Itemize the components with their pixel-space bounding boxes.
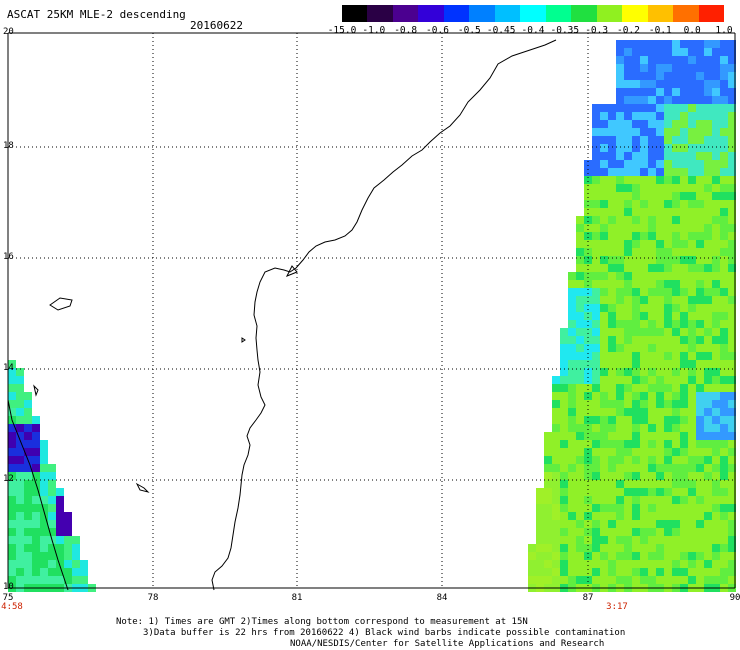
colorbar-tick-label: -0.6 [426,25,449,36]
colorbar-swatch [494,5,521,22]
colorbar-tick-label: -15.0 [327,25,357,36]
lat-tick-label: 18 [3,141,14,151]
island-sri-lanka-west [7,399,69,591]
note-line-2: 3)Data buffer is 22 hrs from 20160622 4)… [143,628,626,638]
colorbar-swatch [545,5,572,22]
colorbar-tick-label: -1.0 [362,25,386,36]
colorbar-swatch [520,5,546,22]
lat-tick-label: 16 [3,252,14,262]
colorbar-swatch [571,5,597,22]
note-line-1: Note: 1) Times are GMT 2)Times along bot… [116,617,528,627]
coastline-shoal [285,265,298,277]
colorbar-tick-label: 0.0 [683,25,701,36]
colorbar-tick-label: -0.1 [648,25,672,36]
lon-tick-label: 78 [147,593,159,603]
colorbar-swatch [469,5,495,22]
colorbar-swatch [418,5,444,22]
lat-tick-label: 14 [3,363,14,373]
lat-tick-label: 12 [3,474,14,484]
colorbar-swatch [622,5,648,22]
lon-tick-label: 87 [582,593,594,603]
island-small-4 [241,337,246,343]
colorbar-labels: -15.0 -1.0 -0.8 -0.6 -0.5 -0.45 -0.4 -0.35 -0.3-… [328,25,734,37]
scatterometer-swaths [8,40,736,592]
colorbar-swatch [443,5,470,22]
pass-time-right: 3:17 [606,602,628,612]
colorbar-tick-label: -0.45 [486,25,516,36]
island-small-3 [135,482,150,493]
colorbar-tick-label: -0.3 [585,25,609,36]
lon-tick-label: 75 [2,593,14,603]
colorbar-tick-label: -0.8 [394,25,418,36]
colorbar-tick-label: -0.35 [550,25,580,36]
colorbar-swatch [647,5,674,22]
island-small-1 [49,297,73,311]
colorbar-swatch [698,5,725,22]
island-small-2 [33,384,39,397]
colorbar [342,5,725,22]
note-line-3: NOAA/NESDIS/Center for Satellite Applica… [290,639,605,649]
pass-time-left: 4:58 [1,602,23,612]
colorbar-tick-label: -0.4 [521,25,545,36]
colorbar-tick-label: -0.2 [617,25,640,36]
colorbar-swatch [673,5,699,22]
map-title: ASCAT 25KM MLE-2 descending [7,8,186,21]
colorbar-swatch [367,5,393,22]
lat-tick-label: 20 [3,27,14,37]
map-date: 20160622 [190,19,243,32]
coastline-east-india [211,39,557,591]
colorbar-tick-label: 1.0 [715,25,733,36]
colorbar-swatch [342,5,368,22]
colorbar-swatch [392,5,419,22]
lon-tick-label: 90 [729,593,740,603]
lon-tick-label: 81 [291,593,303,603]
colorbar-tick-label: -0.5 [457,25,481,36]
colorbar-swatch [596,5,623,22]
graticule-grid [7,32,736,589]
lon-tick-label: 84 [436,593,448,603]
lat-tick-label: 10 [3,582,14,592]
